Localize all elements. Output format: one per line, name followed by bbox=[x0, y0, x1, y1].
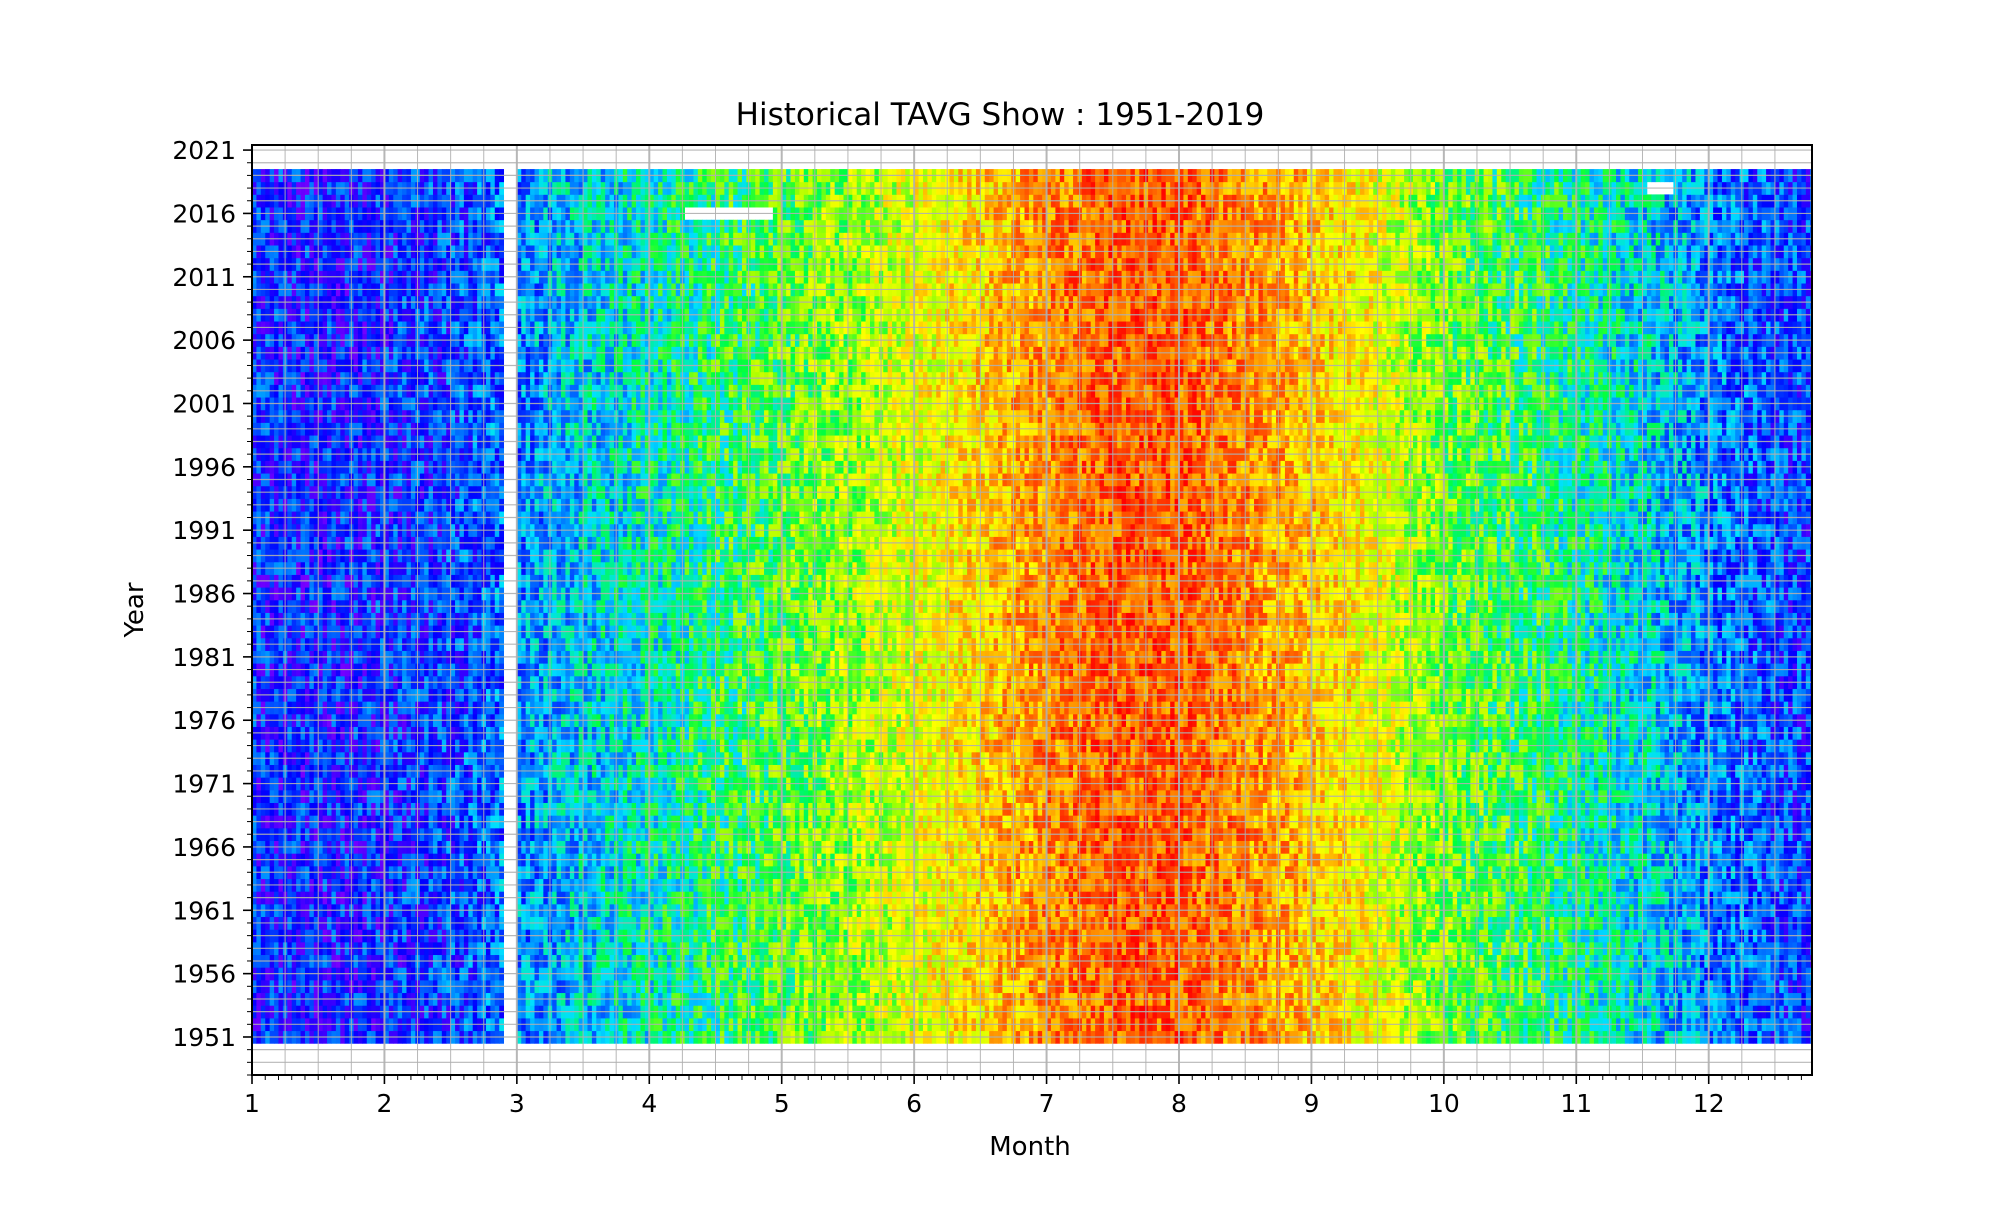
chart-svg: 1 2 3 4 5 6 7 8 9 10 11 12 195119561961196619711976… bbox=[120, 97, 1813, 1162]
chart: 1 2 3 4 5 6 7 8 9 10 11 12 1951 1956 1961 1966 1971 1976… bbox=[120, 97, 1813, 1162]
